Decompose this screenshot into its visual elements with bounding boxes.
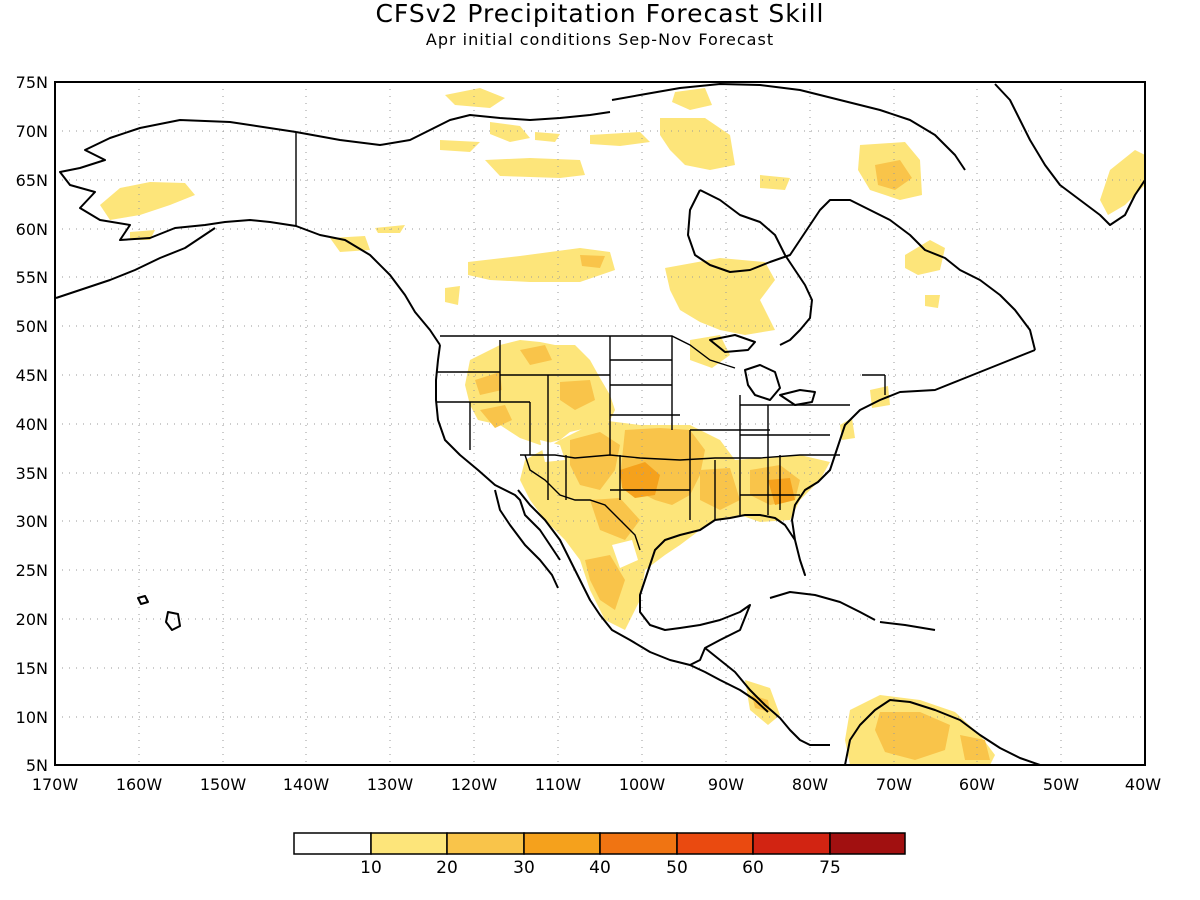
lon-label: 110W [535,775,582,794]
lon-label: 50W [1043,775,1079,794]
legend-label: 75 [819,858,841,878]
lon-label: 90W [708,775,744,794]
coastlines [55,83,1146,766]
lat-label: 55N [16,268,48,287]
lat-label: 20N [16,610,48,629]
lon-label: 60W [959,775,995,794]
lat-label: 25N [16,561,48,580]
longitude-labels: 170W 160W 150W 140W 130W 120W 110W 100W … [32,775,1161,794]
lon-label: 140W [283,775,330,794]
lon-label: 120W [451,775,498,794]
lat-label: 65N [16,171,48,190]
lon-label: 170W [32,775,79,794]
lat-label: 45N [16,366,48,385]
map-frame [54,81,1146,766]
lat-label: 70N [16,122,48,141]
legend-label: 60 [742,858,764,878]
map-panel [54,81,1146,766]
legend-label: 20 [436,858,458,878]
political-borders [295,132,886,551]
skill-shading [100,88,1145,765]
figure-subtitle: Apr initial conditions Sep-Nov Forecast [426,30,774,49]
legend-swatch-2 [446,832,525,855]
legend-label: 10 [360,858,382,878]
legend-swatch-0 [293,832,372,855]
lat-label: 10N [16,708,48,727]
legend-swatch-1 [370,832,448,855]
lat-label: 60N [16,220,48,239]
legend-swatch-3 [523,832,601,855]
lat-label: 40N [16,415,48,434]
lon-label: 150W [200,775,247,794]
legend-label: 30 [513,858,535,878]
legend-swatch-6 [752,832,831,855]
lon-label: 100W [619,775,666,794]
legend-swatch-5 [676,832,754,855]
lon-label: 80W [792,775,828,794]
lon-label: 40W [1125,775,1161,794]
color-legend: 10 20 30 40 50 60 75 [293,832,906,878]
legend-label: 50 [666,858,688,878]
legend-label: 40 [589,858,611,878]
lon-label: 130W [367,775,414,794]
legend-swatch-7 [829,832,906,855]
figure-title: CFSv2 Precipitation Forecast Skill [375,0,824,28]
lat-label: 15N [16,659,48,678]
lat-label: 35N [16,464,48,483]
lat-label: 30N [16,512,48,531]
legend-swatch-4 [599,832,678,855]
lat-label: 50N [16,317,48,336]
lon-label: 160W [116,775,163,794]
lon-label: 70W [876,775,912,794]
latitude-labels: 75N 70N 65N 60N 55N 50N 45N 40N 35N 30N … [16,73,48,775]
lat-label: 75N [16,73,48,92]
lat-label: 5N [26,756,48,775]
